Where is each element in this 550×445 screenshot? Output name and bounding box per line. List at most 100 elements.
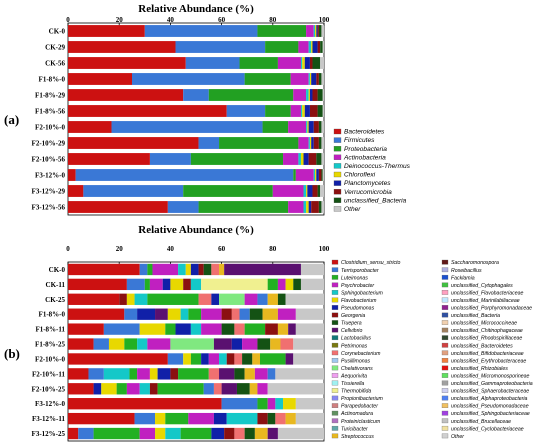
panel-b-legend-swatch xyxy=(441,282,449,288)
panel-b-legend-label: unclassified_Bacteria xyxy=(451,313,500,319)
panel-b-bar-segment xyxy=(293,338,324,350)
panel-b-legend-swatch xyxy=(331,395,339,401)
panel-b-bar-segment xyxy=(165,427,181,440)
panel-a-legend-swatch xyxy=(333,197,342,203)
panel-a-bar-segment xyxy=(318,137,322,149)
panel-a-row-label: CK-0 xyxy=(49,28,66,36)
panel-a-tick-label: 80 xyxy=(269,16,277,24)
panel-b-legend-swatch xyxy=(331,410,339,416)
panel-a-legend-swatch xyxy=(333,189,342,195)
panel-b-bar-segment xyxy=(190,263,199,276)
panel-b-legend-label: Tissierella xyxy=(341,381,364,387)
panel-a-legend-swatch xyxy=(333,163,342,169)
panel-b-bar-segment xyxy=(257,383,268,395)
panel-b-legend-swatch xyxy=(441,425,449,431)
panel-a-bar-segment xyxy=(308,89,310,101)
panel-a-bar-segment xyxy=(321,137,324,149)
panel-a-bar-segment xyxy=(306,89,309,101)
panel-a-bar-segment xyxy=(318,169,322,181)
panel-b-bar-segment xyxy=(108,338,125,350)
panel-a-bar-segment xyxy=(322,89,324,101)
panel-b-bar-segment xyxy=(231,338,243,350)
panel-a-bar-segment xyxy=(321,169,323,181)
panel-a-tick-label: 60 xyxy=(218,16,226,24)
panel-b-bar-segment xyxy=(219,353,227,365)
panel-b-bar-segment xyxy=(260,353,286,365)
panel-b-legend-swatch xyxy=(441,365,449,371)
panel-b-legend-label: Aequorivita xyxy=(340,373,367,379)
panel-a-row-label: F3-12%-56 xyxy=(32,204,66,212)
panel-a-bar-segment xyxy=(265,41,299,53)
panel-a-bar-segment xyxy=(239,57,278,69)
panel-b-legend-label: unclassified_Flavobacteriaceae xyxy=(451,290,523,296)
panel-b-bar-segment xyxy=(293,353,324,365)
panel-b-bar-segment xyxy=(208,353,220,365)
panel-b-bar-segment xyxy=(262,308,278,320)
panel-b-bar-segment xyxy=(68,323,104,335)
panel-b-bar-segment xyxy=(152,263,179,276)
panel-a-bar-segment xyxy=(304,105,310,117)
panel-b-bar-segment xyxy=(147,293,199,305)
panel-b-legend-label: Saccharomonospora xyxy=(451,260,499,266)
panel-b-bar-segment xyxy=(252,353,260,365)
panel-b-legend-label: unclassified_Cytophagales xyxy=(451,283,513,289)
panel-a-legend-label: Planctomycetes xyxy=(344,180,391,187)
panel-b-row-label: F2-10%-0 xyxy=(35,355,65,363)
panel-a-bar-segment xyxy=(68,73,132,85)
panel-b-bar-segment xyxy=(244,368,255,380)
panel-a-bar-segment xyxy=(313,169,316,181)
panel-b-legend-swatch xyxy=(441,274,449,280)
panel-b-legend-swatch xyxy=(331,365,339,371)
panel-b-legend-swatch xyxy=(331,312,339,318)
panel-a-bar-segment xyxy=(320,41,323,53)
panel-b-legend-label: unclassified_Porphyromonadaceae xyxy=(451,306,532,312)
panel-b-bar-segment xyxy=(300,278,324,291)
panel-a-bar-segment xyxy=(306,121,308,133)
panel-b-bar-segment xyxy=(165,323,176,335)
panel-b-legend-label: Roseibacillus xyxy=(451,268,482,274)
panel-b-row-label: CK-11 xyxy=(46,281,66,289)
panel-b-row-label: CK-0 xyxy=(49,266,66,274)
panel-b-bar-segment xyxy=(270,338,281,350)
panel-b-bar-segment xyxy=(139,427,156,440)
panel-b-bar-segment xyxy=(124,308,138,320)
panel-b-bar-segment xyxy=(149,383,158,395)
panel-a-bar-segment xyxy=(257,25,307,37)
panel-b-bar-segment xyxy=(249,383,258,395)
panel-a-bar-segment xyxy=(265,105,291,117)
panel-b-bar-segment xyxy=(267,383,324,395)
panel-b-bar-segment xyxy=(68,427,79,440)
panel-b-bar-segment xyxy=(213,338,232,350)
panel-a-bar-segment xyxy=(308,137,310,149)
panel-b-bar-segment xyxy=(93,338,109,350)
panel-a-legend-swatch xyxy=(333,180,342,186)
panel-b-bar-segment xyxy=(147,263,153,276)
panel-a-row-label: F1-8%-0 xyxy=(39,76,66,84)
panel-b-row-label: F3-12%-0 xyxy=(35,400,65,408)
panel-b-bar-segment xyxy=(267,427,278,440)
panel-b-tick-label: 0 xyxy=(66,245,70,253)
panel-b-bar-segment xyxy=(124,338,138,350)
panel-b-bar-segment xyxy=(137,338,148,350)
panel-a-bar-segment xyxy=(68,57,186,69)
panel-b-bar-segment xyxy=(170,278,184,291)
panel-b-bar-segment xyxy=(93,383,102,395)
panel-b-legend-swatch xyxy=(331,433,339,439)
panel-b-legend-swatch xyxy=(441,259,449,265)
panel-b-bar-segment xyxy=(116,383,127,395)
panel-b-legend-swatch xyxy=(331,388,339,393)
panel-b-bar-segment xyxy=(257,398,268,410)
panel-b-legend-swatch xyxy=(331,335,339,341)
panel-b-bar-segment xyxy=(285,412,296,425)
panel-a-bar-segment xyxy=(308,73,310,85)
panel-b-legend-swatch xyxy=(331,327,339,333)
panel-b-legend-swatch xyxy=(331,282,339,288)
panel-b-bar-segment xyxy=(293,278,301,291)
panel-b-bar-segment xyxy=(180,308,189,320)
panel-a-bar-segment xyxy=(318,73,322,85)
panel-a-bar-segment xyxy=(295,169,314,181)
panel-b-tick-label: 80 xyxy=(269,245,277,253)
panel-b-legend-swatch xyxy=(441,312,449,318)
panel-a-legend-swatch xyxy=(333,171,342,178)
